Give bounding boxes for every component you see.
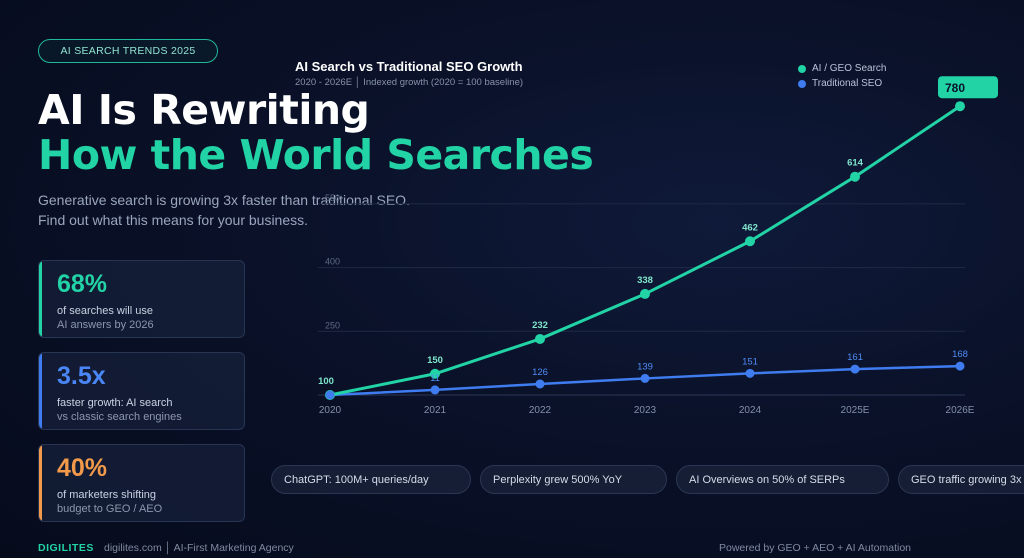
chip-chatgpt: ChatGPT: 100M+ queries/day xyxy=(271,465,471,494)
footer-site: digilites.com │ AI-First Marketing Agenc… xyxy=(104,542,294,554)
y-tick-label: 400 xyxy=(325,257,340,267)
legend-label-ai: AI / GEO Search xyxy=(812,63,887,74)
chart-subtitle: 2020 - 2026E │ Indexed growth (2020 = 10… xyxy=(295,77,524,88)
stat-card-growth: 3.5x faster growth: AI search vs classic… xyxy=(38,352,245,430)
data-point xyxy=(535,379,545,389)
data-label: 126 xyxy=(532,367,548,378)
footer-brand: DIGILITES xyxy=(38,542,94,554)
x-tick-label: 2023 xyxy=(634,405,657,416)
data-point xyxy=(955,101,965,112)
chip-perplexity: Perplexity grew 500% YoY xyxy=(480,465,667,494)
chip-geo-traffic: GEO traffic growing 3x f xyxy=(898,465,1024,494)
y-tick-label: 250 xyxy=(325,320,340,330)
data-label: 161 xyxy=(847,352,863,363)
data-label: 168 xyxy=(952,349,968,360)
x-tick-label: 2026E xyxy=(946,405,975,416)
stat-label-line-1: of marketers shifting xyxy=(57,489,157,501)
data-label: 100 xyxy=(318,376,334,387)
stat-label-line-2: vs classic search engines xyxy=(57,411,182,423)
stat-label-line-2: AI answers by 2026 xyxy=(57,319,154,331)
legend-item-seo: Traditional SEO xyxy=(798,76,886,91)
chip-ai-overviews: AI Overviews on 50% of SERPs xyxy=(676,465,889,494)
data-point xyxy=(955,361,965,371)
stat-label-line-2: budget to GEO / AEO xyxy=(57,503,163,515)
data-point xyxy=(745,236,755,247)
highlight-label-box xyxy=(938,76,998,99)
x-tick-label: 2025E xyxy=(841,405,870,416)
stat-label-line-1: faster growth: AI search xyxy=(57,397,173,409)
stat-accent-bar xyxy=(39,353,42,429)
stat-card-marketers: 40% of marketers shifting budget to GEO … xyxy=(38,444,245,522)
stat-accent-bar xyxy=(39,445,42,521)
stat-accent-bar xyxy=(39,261,42,337)
data-point xyxy=(430,368,440,379)
data-point xyxy=(640,288,650,299)
stat-value: 40% xyxy=(57,454,108,482)
data-label: 150 xyxy=(427,355,443,366)
data-point xyxy=(325,390,335,400)
y-tick-label: 550 xyxy=(325,193,340,203)
subtitle: Generative search is growing 3x faster t… xyxy=(38,190,458,230)
x-tick-label: 2024 xyxy=(739,405,762,416)
subtitle-line-2: Find out what this means for your busine… xyxy=(38,212,309,228)
data-label: 338 xyxy=(637,275,653,286)
legend-dot-seo xyxy=(798,79,806,88)
legend-label-seo: Traditional SEO xyxy=(812,78,883,89)
data-label: 232 xyxy=(532,320,548,331)
data-label: 139 xyxy=(637,361,653,372)
data-point xyxy=(850,171,860,182)
x-tick-label: 2021 xyxy=(424,405,447,416)
data-point xyxy=(640,373,650,383)
data-label: 614 xyxy=(847,158,864,169)
data-point xyxy=(430,385,440,395)
footer-powered: Powered by GEO + AEO + AI Automation xyxy=(719,542,912,554)
stat-label-line-1: of searches will use xyxy=(57,305,153,317)
data-point xyxy=(745,368,755,378)
legend-dot-ai xyxy=(798,64,806,73)
x-tick-label: 2022 xyxy=(529,405,552,416)
series-line xyxy=(329,104,961,397)
chart-title: AI Search vs Traditional SEO Growth xyxy=(295,59,523,74)
headline-line-1: AI Is Rewriting xyxy=(38,86,370,134)
category-tag: AI SEARCH TRENDS 2025 xyxy=(38,39,218,63)
headline-line-2: How the World Searches xyxy=(38,131,594,179)
data-label: 11 xyxy=(430,373,440,384)
stat-value: 68% xyxy=(57,270,108,298)
subtitle-line-1: Generative search is growing 3x faster t… xyxy=(38,192,410,208)
data-label: 780 xyxy=(945,81,965,95)
x-tick-label: 2020 xyxy=(319,405,342,416)
stat-value: 3.5x xyxy=(57,362,106,390)
stat-card-searches: 68% of searches will use AI answers by 2… xyxy=(38,260,245,338)
data-label: 462 xyxy=(742,222,758,233)
data-point xyxy=(850,364,860,374)
chart-legend: AI / GEO Search Traditional SEO xyxy=(798,61,886,91)
data-label: 151 xyxy=(742,356,758,367)
legend-item-ai: AI / GEO Search xyxy=(798,61,886,76)
data-point xyxy=(535,333,545,344)
